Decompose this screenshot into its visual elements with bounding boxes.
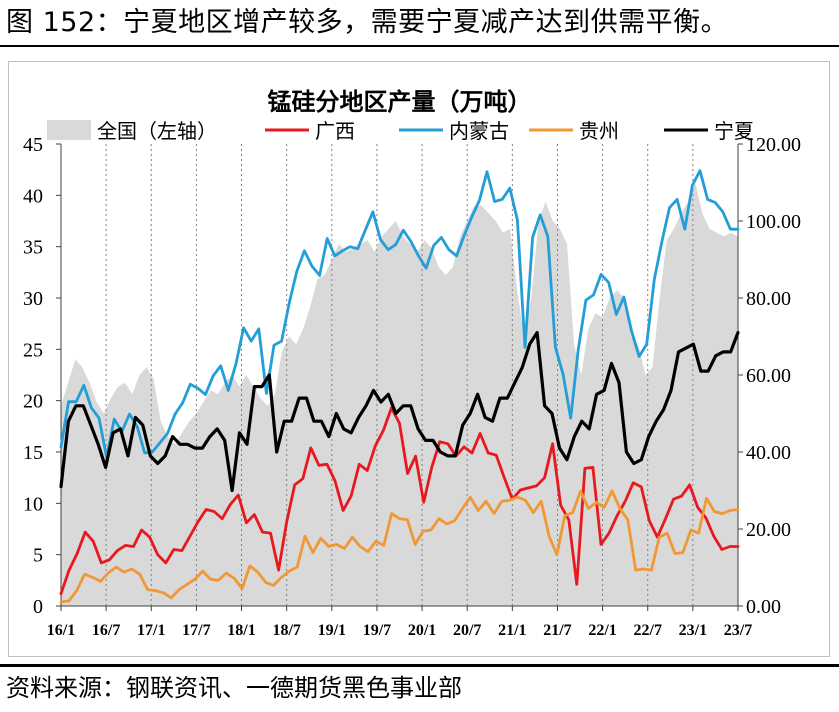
y-right-tick-label: 100.00 [746, 211, 801, 233]
legend-label: 宁夏 [714, 119, 754, 143]
x-tick-label: 20/1 [408, 622, 436, 639]
y-right-tick-label: 20.00 [746, 519, 791, 541]
x-tick-label: 22/1 [588, 622, 616, 639]
legend-label: 全国（左轴） [97, 119, 217, 143]
chart-area: 锰硅分地区产量（万吨） 16/1 16/7 17/1 17/7 18/1 18/7 19/1 1… [8, 61, 830, 657]
x-tick-label: 19/7 [363, 622, 391, 639]
y-left-tick-label: 5 [33, 545, 43, 567]
x-tick-label: 22/7 [634, 622, 662, 639]
x-tick-label: 17/1 [137, 622, 165, 639]
y-left-tick-label: 25 [23, 339, 43, 361]
figure-source: 资料来源：钢联资讯、一德期货黑色事业部 [6, 674, 462, 702]
y-right-tick-label: 120.00 [746, 134, 801, 156]
series-area-national [61, 182, 738, 606]
x-tick-label: 19/1 [318, 622, 346, 639]
x-tick-label: 23/1 [679, 622, 707, 639]
series-line-0 [59, 406, 740, 596]
x-tick-label: 16/1 [47, 622, 75, 639]
series-line-1 [59, 169, 740, 459]
chart-svg: 锰硅分地区产量（万吨） 16/1 16/7 17/1 17/7 18/1 18/7 19/1 1… [23, 88, 801, 639]
y-left-tick-label: 15 [23, 442, 43, 464]
y-left-tick-label: 35 [23, 237, 43, 259]
y-right-tick-label: 0.00 [746, 596, 781, 618]
y-left-tick-label: 40 [23, 185, 43, 207]
y-left-tick-label: 10 [23, 493, 43, 515]
top-rule [0, 45, 839, 47]
x-tick-label: 23/7 [724, 622, 752, 639]
y-left-tick-label: 45 [23, 134, 43, 156]
x-tick-label: 16/7 [92, 622, 120, 639]
chart-title: 锰硅分地区产量（万吨） [268, 88, 532, 116]
y-left-tick-label: 20 [23, 391, 43, 413]
y-left-tick-label: 0 [33, 596, 43, 618]
legend-label: 广西 [315, 119, 355, 143]
legend-label: 贵州 [579, 119, 619, 143]
x-tick-label: 17/7 [182, 622, 210, 639]
legend-label: 内蒙古 [449, 119, 509, 143]
x-tick-label: 20/7 [453, 622, 481, 639]
series-line-2 [59, 489, 740, 604]
bottom-rule [0, 664, 839, 667]
x-tick-label: 18/1 [227, 622, 255, 639]
y-right-tick-label: 80.00 [746, 288, 791, 310]
x-tick-label: 18/7 [272, 622, 300, 639]
x-tick-label: 21/1 [498, 622, 526, 639]
y-left-tick-label: 30 [23, 288, 43, 310]
x-tick-label: 21/7 [543, 622, 571, 639]
series-line-3 [59, 331, 740, 493]
figure-title: 图 152：宁夏地区增产较多，需要宁夏减产达到供需平衡。 [6, 7, 729, 38]
y-right-tick-label: 40.00 [746, 442, 791, 464]
legend-swatch-area [47, 120, 91, 140]
y-right-tick-label: 60.00 [746, 365, 791, 387]
